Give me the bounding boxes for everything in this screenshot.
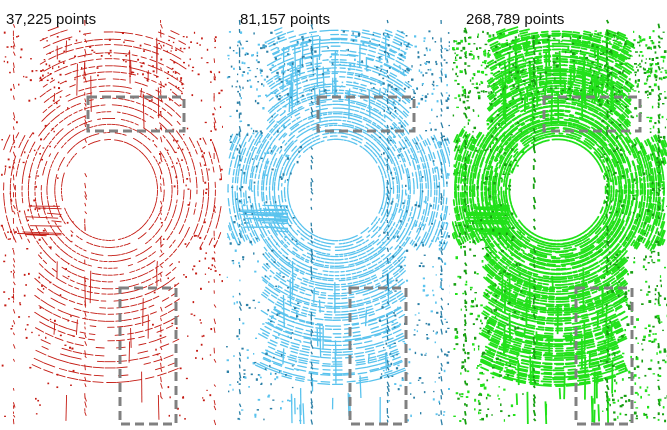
point-cloud — [452, 19, 667, 425]
highlight-boxes — [86, 95, 186, 426]
highlight-box-top — [542, 95, 642, 133]
point-cloud-render — [0, 19, 223, 426]
highlight-box-top — [316, 95, 416, 133]
point-cloud — [0, 19, 223, 426]
point-count-label: 268,789 points — [466, 11, 565, 28]
point-cloud-panel-medium: 81,157 points — [226, 0, 450, 430]
point-cloud-panel-dense: 268,789 points — [452, 0, 667, 430]
point-cloud-panel-sparse: 37,225 points — [0, 0, 223, 430]
point-count-label: 37,225 points — [6, 11, 97, 28]
highlight-boxes — [316, 95, 416, 426]
point-count-label: 81,157 points — [240, 11, 331, 28]
point-cloud-render — [452, 19, 667, 426]
highlight-box-bottom — [574, 286, 634, 426]
highlight-box-bottom — [118, 286, 178, 426]
highlight-boxes — [542, 95, 642, 426]
highlight-box-top — [86, 95, 186, 133]
point-cloud-render — [226, 19, 450, 426]
point-cloud — [226, 19, 450, 426]
highlight-box-bottom — [348, 286, 408, 426]
